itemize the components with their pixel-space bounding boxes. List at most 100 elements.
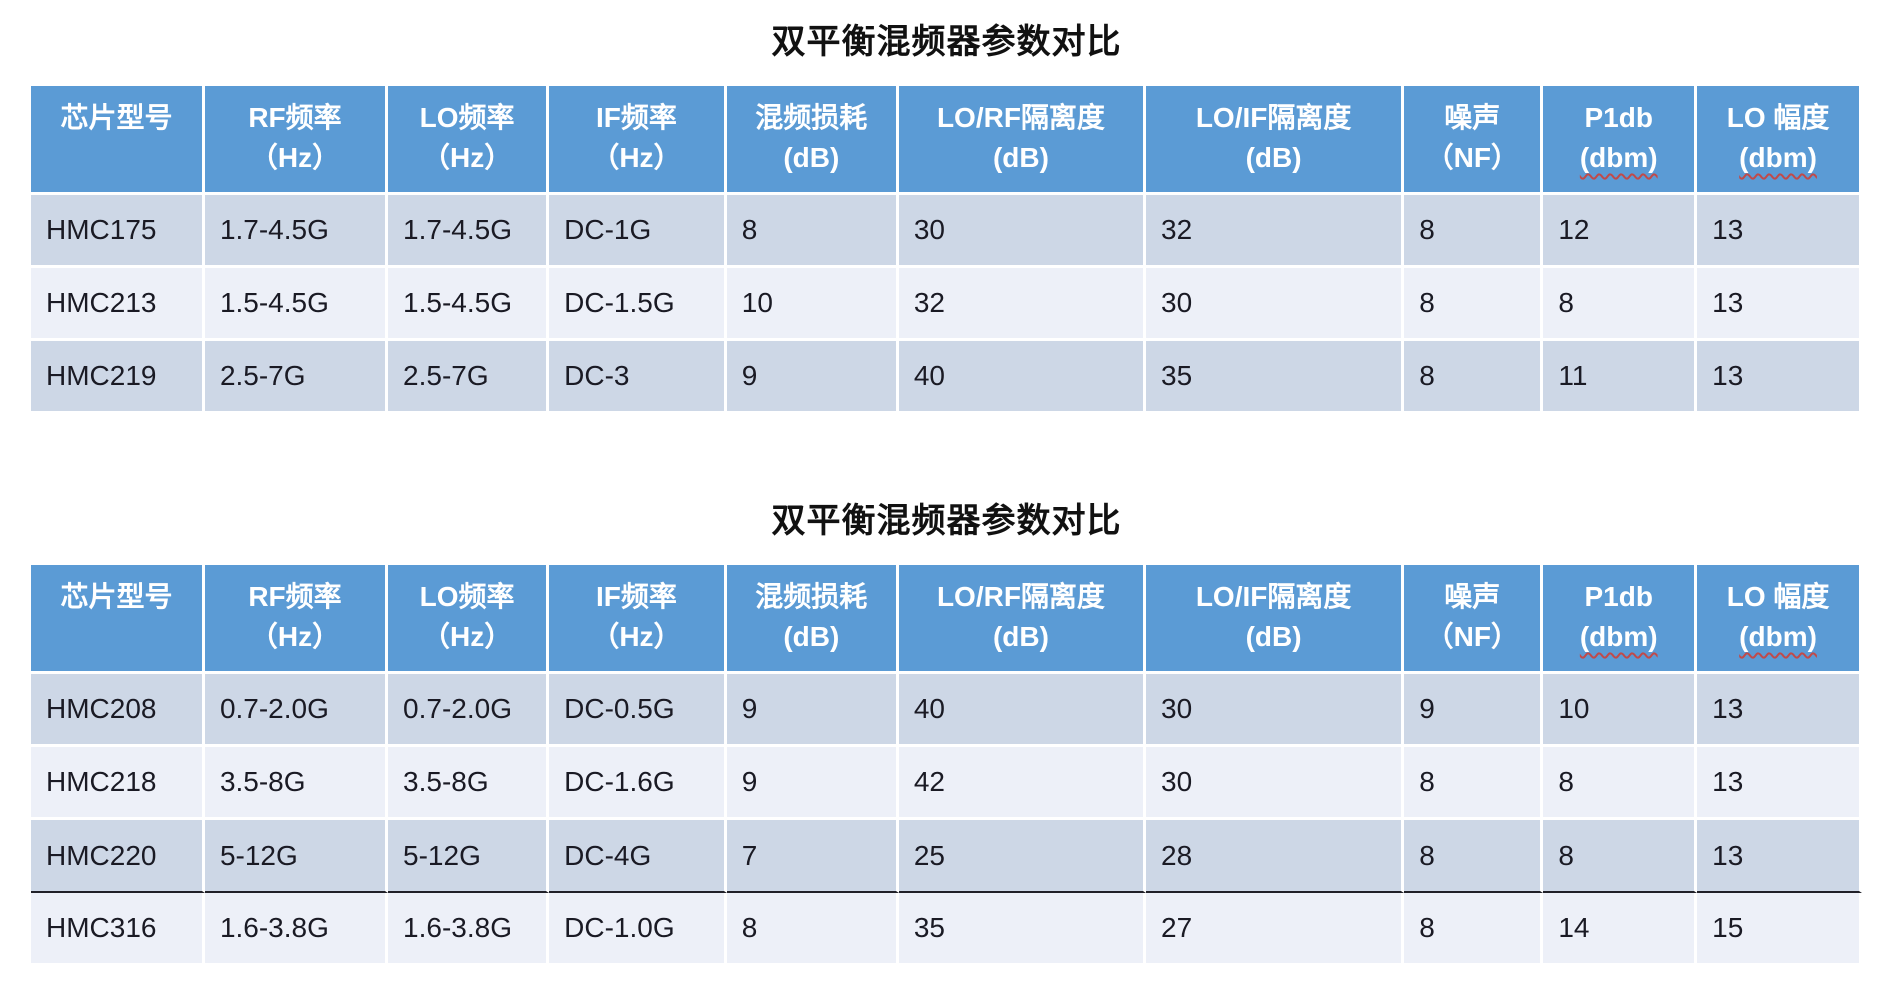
header-cell: IF频率 （Hz） <box>549 86 727 195</box>
value-cell: 13 <box>1697 268 1862 341</box>
header-cell: RF频率 （Hz） <box>204 565 389 674</box>
chip-model-cell: HMC218 <box>31 747 205 820</box>
header-line: 噪声 <box>1405 98 1539 138</box>
value-cell: 35 <box>1146 341 1405 414</box>
header-line: RF频率 <box>206 577 384 617</box>
header-label: 混频损耗 <box>755 581 868 612</box>
tables-container: 双平衡混频器参数对比 芯片型号 RF频率 （Hz） LO频率 （Hz） IF频率 （Hz） 混频… <box>31 24 1862 966</box>
value-cell: 1.5-4.5G <box>388 268 550 341</box>
header-cell: 混频损耗 (dB) <box>726 86 899 195</box>
value-cell: 30 <box>1146 747 1405 820</box>
value-cell: 0.7-2.0G <box>388 674 550 747</box>
header-label: RF频率 <box>248 102 342 133</box>
value-cell: 12 <box>1543 195 1698 268</box>
value-cell: 8 <box>726 893 899 966</box>
chip-model-cell: HMC220 <box>31 820 205 893</box>
header-line: （Hz） <box>550 617 723 657</box>
value-cell: 0.7-2.0G <box>204 674 389 747</box>
header-label: LO频率 <box>419 581 515 612</box>
header-line: IF频率 <box>550 98 723 138</box>
value-cell: 30 <box>1146 268 1405 341</box>
header-cell: 芯片型号 <box>31 86 205 195</box>
value-cell: 8 <box>726 195 899 268</box>
header-row: 芯片型号 RF频率 （Hz） LO频率 （Hz） IF频率 （Hz） 混频损耗 (dB) LO/R… <box>31 86 1862 195</box>
header-label: (dB) <box>992 621 1049 652</box>
header-line: (dB) <box>900 617 1142 657</box>
value-cell: 27 <box>1146 893 1405 966</box>
value-cell: 8 <box>1404 893 1544 966</box>
header-label: IF频率 <box>596 581 677 612</box>
header-label: （Hz） <box>591 142 682 173</box>
header-label: RF频率 <box>248 581 342 612</box>
header-line: (dB) <box>900 138 1142 178</box>
header-label: (dbm) <box>1739 142 1817 173</box>
header-label: (dB) <box>783 621 840 652</box>
table-row: HMC213 1.5-4.5G 1.5-4.5G DC-1.5G 10 32 30 8 8 13 <box>31 268 1862 341</box>
header-line: 噪声 <box>1405 577 1539 617</box>
header-cell: 噪声 （NF） <box>1404 565 1544 674</box>
header-label: (dB) <box>992 142 1049 173</box>
value-cell: 8 <box>1543 747 1698 820</box>
header-line: IF频率 <box>550 577 723 617</box>
header-label: LO/IF隔离度 <box>1195 581 1352 612</box>
table-row: HMC175 1.7-4.5G 1.7-4.5G DC-1G 8 30 32 8 12 13 <box>31 195 1862 268</box>
header-cell: 噪声 （NF） <box>1404 86 1544 195</box>
value-cell: 8 <box>1543 268 1698 341</box>
header-label: (dB) <box>1245 142 1302 173</box>
header-label: 芯片型号 <box>60 102 173 133</box>
value-cell: 28 <box>1146 820 1405 893</box>
value-cell: 9 <box>726 674 899 747</box>
value-cell: 40 <box>898 341 1147 414</box>
header-cell: RF频率 （Hz） <box>204 86 389 195</box>
value-cell: 15 <box>1697 893 1862 966</box>
chip-model-cell: HMC175 <box>31 195 205 268</box>
value-cell: 32 <box>898 268 1147 341</box>
header-label: LO/RF隔离度 <box>936 581 1105 612</box>
header-label: （Hz） <box>249 142 341 173</box>
chip-model-cell: HMC208 <box>31 674 205 747</box>
header-line: （Hz） <box>389 138 545 178</box>
value-cell: DC-0.5G <box>549 674 727 747</box>
header-label: 噪声 <box>1444 102 1501 133</box>
header-label: (dbm) <box>1579 142 1658 173</box>
chip-model-cell: HMC213 <box>31 268 205 341</box>
header-line: LO 幅度 <box>1698 98 1858 138</box>
header-line: P1db <box>1544 577 1693 617</box>
table-title: 双平衡混频器参数对比 <box>771 502 1122 540</box>
header-line: (dB) <box>1147 138 1400 178</box>
header-line: LO/RF隔离度 <box>900 98 1142 138</box>
value-cell: 10 <box>1543 674 1698 747</box>
header-label: LO 幅度 <box>1726 102 1830 133</box>
header-label: P1db <box>1584 102 1653 133</box>
table-row: HMC218 3.5-8G 3.5-8G DC-1.6G 9 42 30 8 8 13 <box>31 747 1862 820</box>
chip-model-cell: HMC316 <box>31 893 205 966</box>
header-row: 芯片型号 RF频率 （Hz） LO频率 （Hz） IF频率 （Hz） 混频损耗 (dB) LO/R… <box>31 565 1862 674</box>
chip-model-cell: HMC219 <box>31 341 205 414</box>
header-line: LO频率 <box>389 577 545 617</box>
header-label: (dB) <box>1245 621 1302 652</box>
header-label: LO频率 <box>419 102 515 133</box>
header-line: (dbm) <box>1698 138 1858 178</box>
header-line: P1db <box>1544 98 1693 138</box>
value-cell: 35 <box>898 893 1147 966</box>
header-label: IF频率 <box>596 102 677 133</box>
header-label: LO/IF隔离度 <box>1195 102 1352 133</box>
value-cell: 11 <box>1543 341 1698 414</box>
header-cell: P1db (dbm) <box>1543 86 1698 195</box>
header-line: 混频损耗 <box>728 577 895 617</box>
value-cell: 40 <box>898 674 1147 747</box>
value-cell: 13 <box>1697 747 1862 820</box>
header-line: (dB) <box>728 138 895 178</box>
header-line: （Hz） <box>206 617 384 657</box>
header-cell: 芯片型号 <box>31 565 205 674</box>
header-line: LO/IF隔离度 <box>1147 98 1400 138</box>
header-cell: LO 幅度 (dbm) <box>1697 86 1862 195</box>
value-cell: 8 <box>1404 747 1544 820</box>
value-cell: DC-1.5G <box>549 268 727 341</box>
header-label: P1db <box>1584 581 1653 612</box>
value-cell: 2.5-7G <box>204 341 389 414</box>
value-cell: DC-1.6G <box>549 747 727 820</box>
header-line: 混频损耗 <box>728 98 895 138</box>
value-cell: 8 <box>1404 268 1544 341</box>
header-line: （NF） <box>1405 617 1539 657</box>
